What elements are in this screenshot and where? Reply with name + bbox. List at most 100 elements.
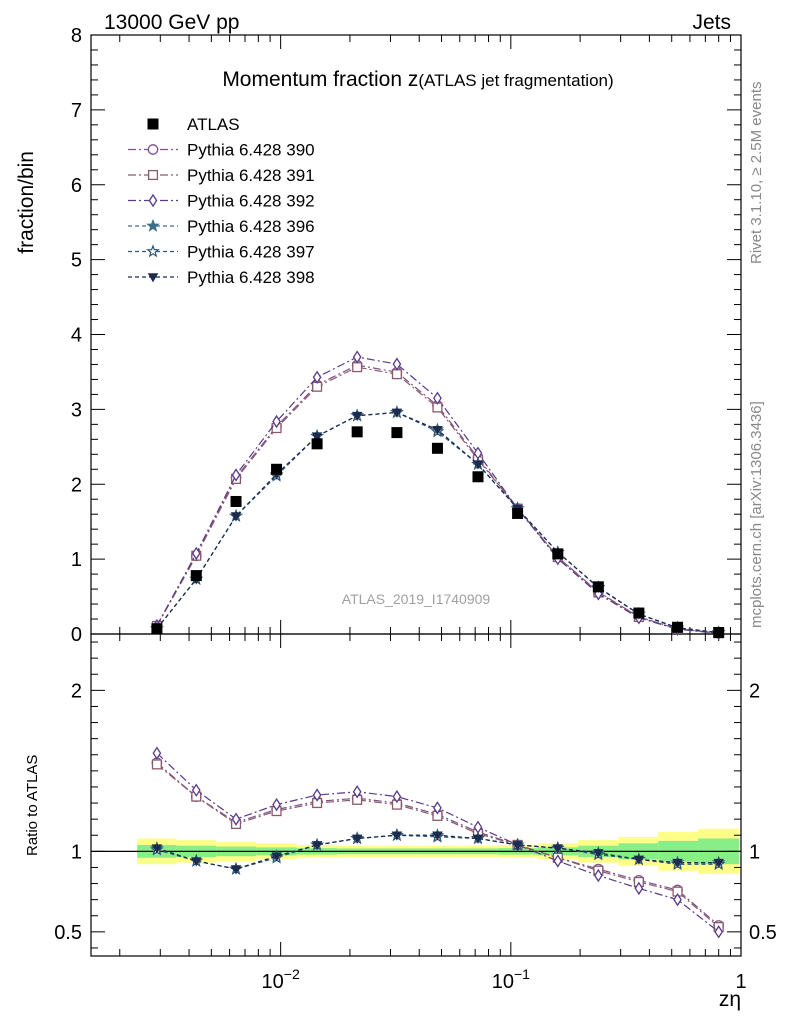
x-tick-label: 1	[735, 971, 746, 993]
rivet-label: Rivet 3.1.10, ≥ 2.5M events	[748, 82, 765, 265]
star-open-marker	[146, 244, 160, 258]
triangle-down-marker	[230, 865, 242, 875]
triangle-down-marker	[593, 849, 604, 859]
triangle-down-marker	[311, 432, 323, 442]
triangle-down-marker	[432, 831, 443, 841]
y-tick-label-top: 8	[71, 25, 82, 47]
y-tick-label-bottom-right: 1	[749, 841, 760, 863]
diamond-marker	[152, 746, 162, 760]
diamond-marker	[392, 357, 402, 371]
ratio-panel-frame	[90, 633, 742, 957]
legend-label: Pythia 6.428 392	[187, 192, 315, 211]
diamond-marker	[231, 812, 241, 826]
chart-title-main: Momentum fraction z	[222, 68, 418, 91]
triangle-down-marker	[713, 858, 724, 869]
diamond-marker	[392, 789, 402, 804]
data-point	[351, 426, 363, 438]
y-tick-label-bottom: 1	[71, 841, 82, 863]
diamond-marker	[634, 881, 644, 896]
y-tick-label-top: 1	[71, 549, 82, 571]
triangle-down-marker	[351, 411, 363, 422]
diamond-marker	[312, 370, 322, 384]
data-point	[151, 623, 163, 635]
diamond-marker	[352, 350, 362, 364]
mcplots-label: mcplots.cern.ch [arXiv:1306.3436]	[748, 401, 765, 628]
triangle-down-marker	[672, 858, 683, 869]
data-point	[391, 427, 403, 439]
data-series	[151, 426, 725, 639]
legend-label: ATLAS	[187, 115, 240, 134]
y-tick-label-top: 4	[71, 325, 82, 347]
y-tick-label-top: 5	[71, 250, 82, 272]
triangle-down-marker	[432, 425, 443, 436]
triangle-down-marker	[391, 408, 403, 418]
triangle-down-marker	[151, 844, 163, 854]
diamond-marker	[191, 783, 201, 797]
triangle-down-marker	[472, 460, 484, 470]
data-point	[633, 607, 645, 619]
legend-label: Pythia 6.428 390	[187, 141, 315, 160]
diamond-marker	[352, 785, 362, 799]
y-tick-label-top: 2	[71, 474, 82, 496]
data-point	[271, 463, 283, 475]
square-marker	[147, 169, 159, 181]
y-tick-label-top: 7	[71, 100, 82, 122]
legend: ATLAS Pythia 6.428 390 Pythia 6.428 391 Pyt…	[128, 115, 315, 287]
triangle-down-marker	[391, 831, 403, 841]
legend-label: Pythia 6.428 397	[187, 243, 315, 262]
y-tick-label-bottom-right: 2	[749, 680, 760, 702]
data-point	[472, 471, 484, 483]
diamond-marker	[433, 801, 442, 815]
diamond-marker	[148, 193, 158, 208]
header-right: Jets	[692, 11, 731, 34]
y-tick-label-top: 3	[71, 399, 82, 421]
diamond-marker	[714, 925, 724, 939]
y-tick-label-top: 6	[71, 175, 82, 197]
legend-label: Pythia 6.428 396	[187, 217, 315, 236]
y-axis-label-top: fraction/bin	[15, 151, 38, 254]
diamond-marker	[593, 868, 603, 883]
triangle-down-marker	[472, 834, 484, 844]
diamond-marker	[312, 788, 322, 802]
x-tick-label: 10−1	[492, 966, 530, 993]
data-point	[713, 627, 725, 639]
diamond-marker	[191, 546, 201, 561]
triangle-down-marker	[191, 857, 202, 867]
y-tick-label-bottom: 0.5	[54, 922, 82, 944]
triangle-down-marker	[271, 852, 282, 862]
diamond-marker	[272, 797, 281, 812]
analysis-label: ATLAS_2019_I1740909	[342, 591, 491, 607]
y-tick-label-bottom-right: 0.5	[749, 922, 777, 944]
data-point	[431, 442, 443, 454]
x-tick-label: 10−2	[262, 966, 300, 993]
circle-marker	[147, 144, 159, 155]
triangle-down-marker	[311, 841, 323, 851]
diamond-marker	[433, 391, 442, 405]
chart-title-sub: (ATLAS jet fragmentation)	[418, 71, 613, 90]
square-marker	[151, 759, 162, 770]
diamond-marker	[272, 414, 281, 429]
data-point	[592, 581, 604, 593]
triangle-down-marker	[230, 512, 242, 522]
square-marker	[391, 369, 402, 380]
triangle-down-marker	[351, 834, 363, 844]
x-axis-label: zη	[719, 988, 741, 1011]
data-point	[672, 621, 684, 633]
triangle-down-marker	[552, 844, 564, 854]
y-tick-label-bottom: 2	[71, 680, 82, 702]
legend-label: Pythia 6.428 398	[187, 268, 315, 287]
y-tick-label-top: 0	[71, 624, 82, 646]
series-layer	[150, 350, 726, 939]
triangle-down-marker	[512, 841, 523, 851]
legend-label: Pythia 6.428 391	[187, 166, 315, 185]
square-marker	[352, 362, 363, 373]
legend-marker-data	[147, 118, 159, 130]
diamond-marker	[553, 854, 563, 868]
diamond-marker	[673, 892, 682, 907]
y-axis-label-bottom: Ratio to ATLAS	[24, 755, 41, 856]
triangle-down-marker	[633, 855, 645, 865]
data-point	[230, 495, 242, 507]
data-point	[552, 548, 564, 560]
triangle-down-marker	[147, 273, 159, 283]
